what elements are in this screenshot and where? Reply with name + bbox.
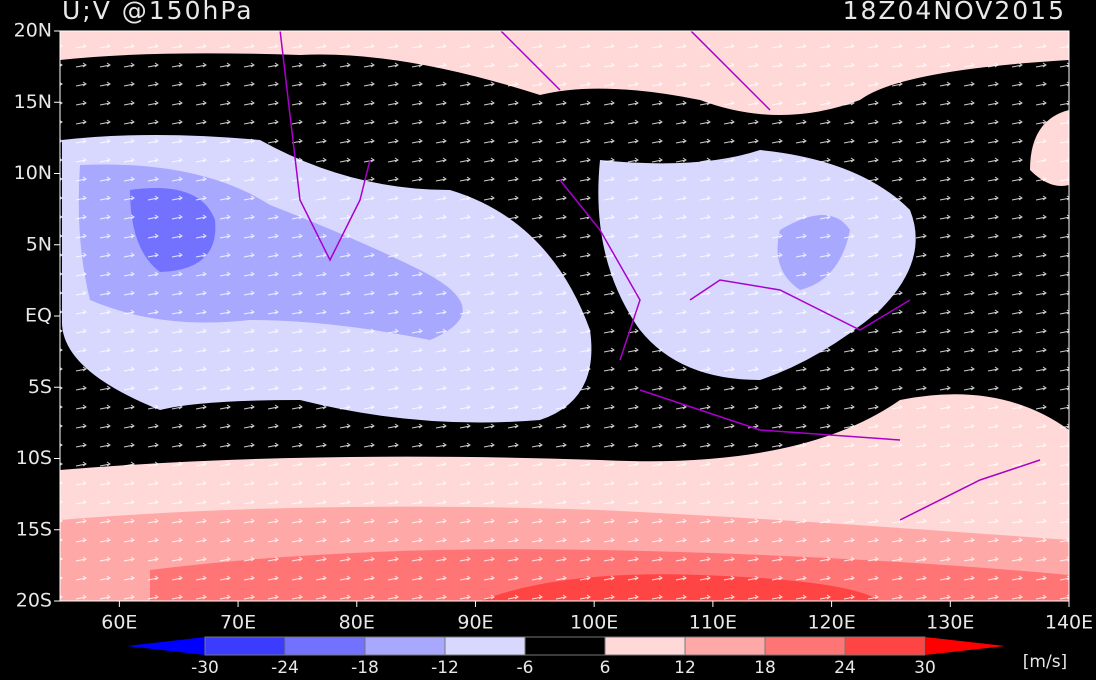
y-tick-label: 15S [16,518,52,540]
colorbar-label: -6 [517,658,534,678]
colorbar-box [444,636,526,656]
colorbar-label: 12 [674,658,696,678]
colorbar-triangle [127,637,205,655]
coastline [279,31,1041,521]
x-tick-label: 110E [689,612,737,634]
wind-field [60,31,1069,601]
colorbar-box [764,636,846,656]
colorbar-box [684,636,766,656]
title: U;V @150hPa [62,0,254,25]
colorbar-label: -30 [191,658,219,678]
x-tick-label: 90E [457,612,493,634]
y-tick-label: 5N [26,233,52,255]
colorbar-box [204,636,286,656]
colorbar-label: 30 [914,658,936,678]
colorbar-box [284,636,366,656]
colorbar-box [524,636,606,656]
x-tick-label: 60E [101,612,137,634]
y-tick-label: 10N [14,162,52,184]
colorbar-label: 18 [754,658,776,678]
colorbar-units: [m/s] [1023,652,1067,672]
x-tick-label: 80E [339,612,375,634]
wind-vectors [60,31,1069,601]
axes: 60E 70E 80E 90E 100E 110E 120E 130E 140E 20N 15N 10… [14,20,1094,634]
y-tick-label: 20S [16,590,52,612]
colorbar-box [844,636,926,656]
colorbar-label: -24 [271,658,299,678]
x-tick-label: 120E [807,612,855,634]
y-tick-label: EQ [25,305,52,327]
x-tick-label: 130E [926,612,974,634]
colorbar-label: -12 [431,658,459,678]
x-tick-label: 140E [1045,612,1093,634]
y-tick-label: 10S [16,447,52,469]
colorbar-label: 6 [600,658,611,678]
y-tick-label: 5S [28,376,52,398]
x-tick-label: 70E [220,612,256,634]
colorbar-box [364,636,446,656]
valid-time: 18Z04NOV2015 [843,0,1066,25]
y-tick-label: 20N [14,20,52,42]
colorbar-label: -18 [351,658,379,678]
y-tick-label: 15N [14,91,52,113]
x-tick-label: 100E [570,612,618,634]
colorbar: -30 -24 -18 -12 -6 6 12 18 24 30 [127,636,1005,678]
colorbar-box [604,636,686,656]
colorbar-label: 24 [834,658,856,678]
colorbar-triangle [925,637,1005,655]
